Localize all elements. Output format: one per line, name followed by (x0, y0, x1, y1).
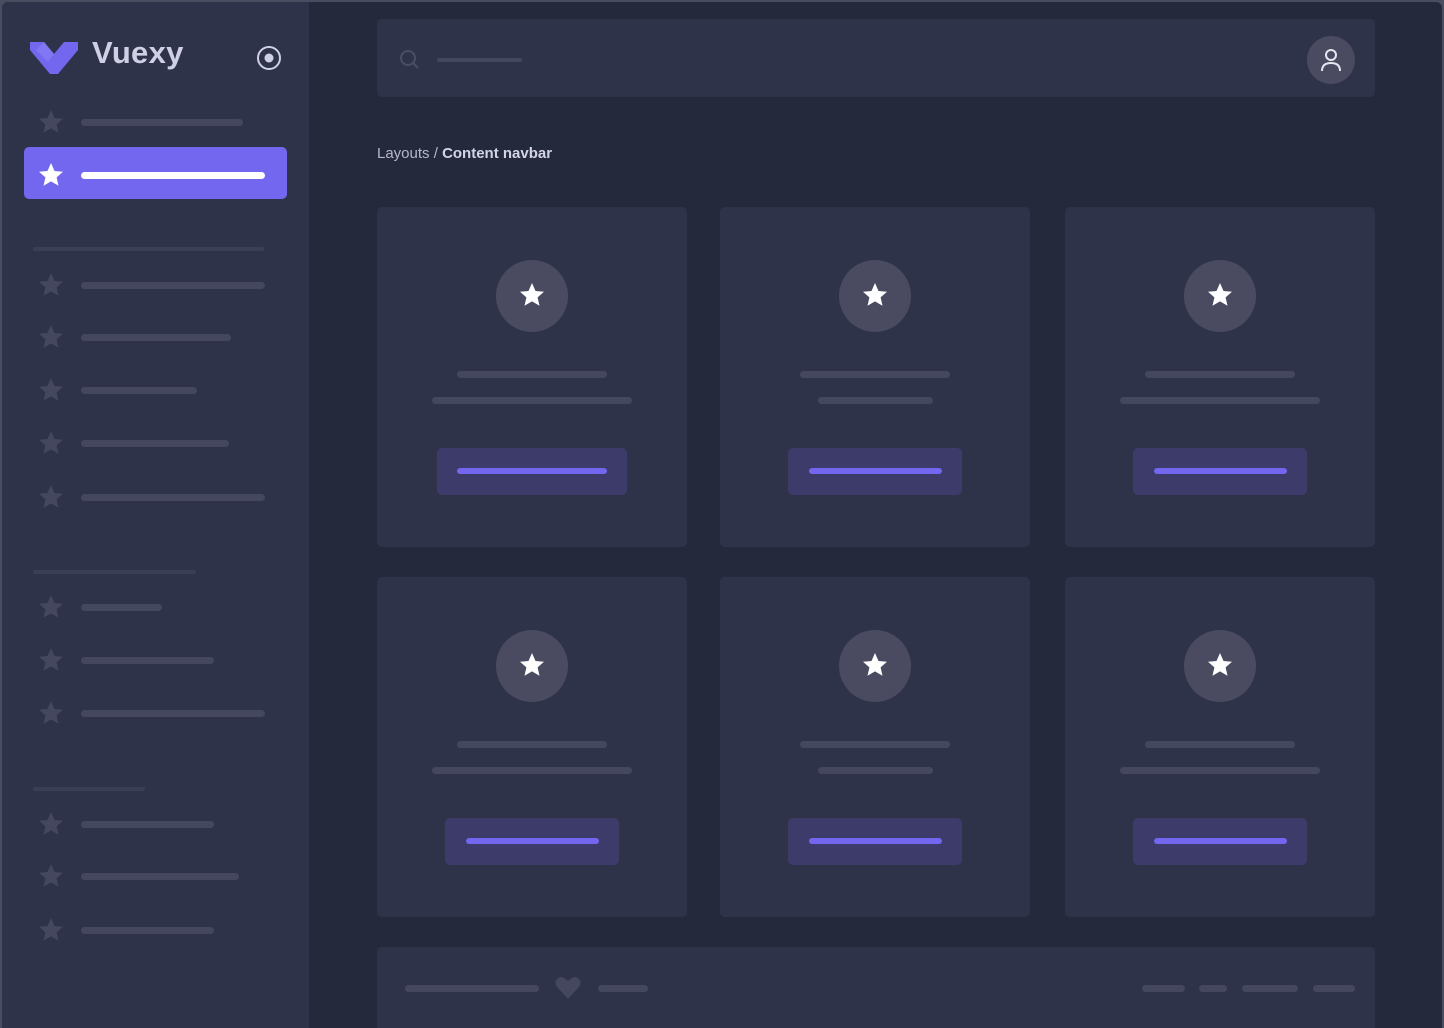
sidebar-section-header (33, 247, 264, 251)
card-title (1145, 371, 1295, 378)
sidebar: Vuexy (2, 2, 309, 1028)
app-name: Vuexy (92, 35, 184, 70)
footer-link[interactable] (1199, 985, 1227, 992)
card-title (457, 371, 607, 378)
card-text (1120, 767, 1320, 774)
star-icon (39, 378, 63, 401)
sidebar-section-header (33, 570, 196, 574)
sidebar-item-label (81, 387, 197, 394)
star-icon (520, 283, 544, 306)
avatar[interactable] (1307, 36, 1355, 84)
card (377, 207, 687, 547)
star-icon (520, 653, 544, 676)
card-button-label (808, 468, 942, 474)
star-icon (1208, 653, 1232, 676)
card-icon-badge (496, 260, 568, 332)
search-input[interactable] (437, 58, 522, 62)
breadcrumb-separator: / (429, 145, 443, 162)
breadcrumb-current: Content navbar (442, 145, 553, 162)
card-text (817, 767, 933, 774)
card-text (432, 397, 632, 404)
heart-icon (555, 977, 581, 999)
card-button-label (1153, 468, 1287, 474)
navbar (377, 19, 1375, 97)
card-button[interactable] (445, 818, 619, 865)
card (720, 207, 1030, 547)
sidebar-item-label (81, 604, 162, 611)
vuexy-logo-icon (30, 42, 78, 74)
footer-link[interactable] (1313, 985, 1355, 992)
sidebar-item-label (81, 657, 214, 664)
star-icon (1208, 283, 1232, 306)
card-text (432, 767, 632, 774)
footer-link[interactable] (1242, 985, 1298, 992)
star-icon (863, 283, 887, 306)
sidebar-item-label (81, 927, 214, 934)
breadcrumb-parent[interactable]: Layouts (377, 145, 430, 162)
card-title (1145, 741, 1295, 748)
star-icon (39, 431, 63, 454)
radio-circle-icon[interactable] (256, 45, 282, 71)
star-icon (39, 701, 63, 724)
footer-text (598, 985, 648, 992)
card (1065, 577, 1375, 917)
sidebar-item-label (81, 494, 265, 501)
card-button-label (465, 838, 599, 844)
sidebar-item-label (81, 440, 229, 447)
card-icon-badge (1184, 260, 1256, 332)
star-icon (39, 812, 63, 835)
card-button-label (457, 468, 607, 474)
card-button[interactable] (788, 448, 962, 495)
star-icon (39, 864, 63, 887)
sidebar-item-label (81, 119, 243, 126)
card-button-label (1153, 838, 1287, 844)
footer-link[interactable] (1142, 985, 1185, 992)
card-title (457, 741, 607, 748)
card-button[interactable] (1133, 818, 1307, 865)
star-icon (39, 273, 63, 296)
card-icon-badge (839, 630, 911, 702)
sidebar-item-label (81, 821, 214, 828)
card-text (817, 397, 933, 404)
star-icon (39, 485, 63, 508)
card-button-label (808, 838, 942, 844)
footer-text (405, 985, 539, 992)
star-icon (39, 918, 63, 941)
footer (377, 947, 1375, 1028)
star-icon (39, 325, 63, 348)
card-icon-badge (1184, 630, 1256, 702)
card (1065, 207, 1375, 547)
sidebar-item-label (81, 282, 265, 289)
star-icon (863, 653, 887, 676)
sidebar-item-label (81, 873, 239, 880)
star-icon (39, 110, 63, 133)
sidebar-item-label (81, 172, 265, 179)
card (720, 577, 1030, 917)
card-icon-badge (839, 260, 911, 332)
star-icon (39, 648, 63, 671)
card-button[interactable] (1133, 448, 1307, 495)
sidebar-item-label (81, 710, 265, 717)
card-button[interactable] (788, 818, 962, 865)
card-title (800, 371, 950, 378)
sidebar-item-label (81, 334, 231, 341)
star-icon (39, 163, 63, 186)
search-icon[interactable] (399, 49, 421, 71)
card-button[interactable] (437, 448, 627, 495)
card (377, 577, 687, 917)
breadcrumb: Layouts / Content navbar (377, 145, 552, 162)
card-title (800, 741, 950, 748)
user-icon (1321, 49, 1341, 72)
card-icon-badge (496, 630, 568, 702)
sidebar-section-header (33, 787, 145, 791)
card-text (1120, 397, 1320, 404)
star-icon (39, 595, 63, 618)
